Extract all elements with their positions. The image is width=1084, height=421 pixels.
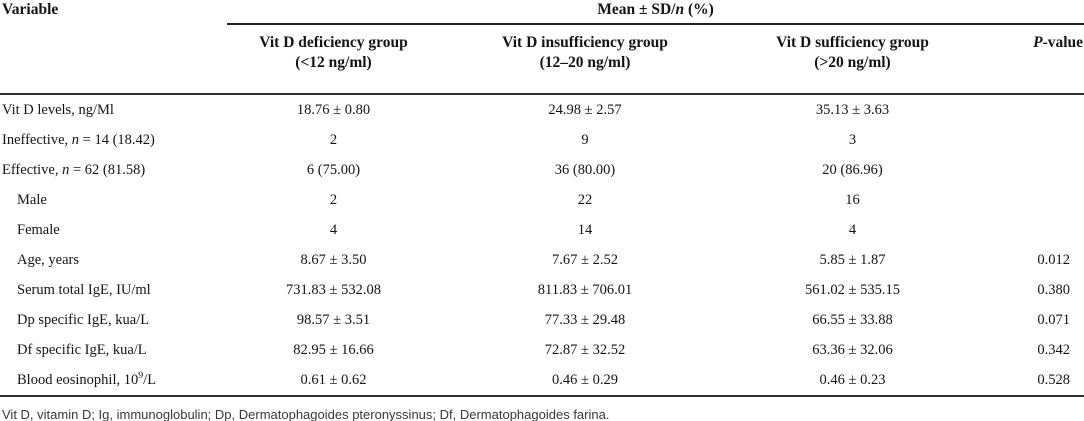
row-label: Blood eosinophil, 109/L <box>0 365 227 397</box>
results-table: Variable Mean ± SD/n (%) Vit D deficienc… <box>0 0 1084 397</box>
row-label: Ineffective, n = 14 (18.42) <box>2 131 155 148</box>
row-label: Effective, n = 62 (81.58) <box>2 161 146 178</box>
p-value-cell <box>975 185 1084 215</box>
cell-value: 6 (75.00) <box>306 161 361 178</box>
cell-value: 731.83 ± 532.08 <box>286 281 381 298</box>
cell-value: 63.36 ± 32.06 <box>812 341 893 358</box>
p-value-column-header: P-value <box>975 24 1084 95</box>
table-row: Blood eosinophil, 109/L 0.61 ± 0.62 0.46 ±… <box>0 365 1084 397</box>
row-label: Female <box>17 221 60 238</box>
cell-value: 18.76 ± 0.80 <box>296 101 371 118</box>
cell-value: 16 <box>845 191 860 208</box>
cell-value: 24.98 ± 2.57 <box>548 101 622 118</box>
cell-value: 811.83 ± 706.01 <box>537 281 633 298</box>
cell-value: 72.87 ± 32.52 <box>544 341 626 358</box>
row-label: Vit D levels, ng/Ml <box>2 101 114 118</box>
table-row: Age, years 8.67 ± 3.50 7.67 ± 2.52 5.85 ± 1… <box>0 245 1084 275</box>
cell-value: 20 (86.96) <box>822 161 883 178</box>
variable-column-header: Variable <box>0 0 227 95</box>
p-value-cell <box>975 125 1084 155</box>
cell-value: 0.61 ± 0.62 <box>227 365 440 397</box>
cell-value: 77.33 ± 29.48 <box>544 311 626 328</box>
cell-value: 0.46 ± 0.29 <box>440 365 730 397</box>
row-label: Df specific IgE, kua/L <box>17 341 147 358</box>
group-header-deficiency: Vit D deficiency group (<12 ng/ml) <box>227 24 440 95</box>
p-value-cell <box>975 94 1084 125</box>
table-row: Female 4 14 4 <box>0 215 1084 245</box>
row-label: Male <box>17 191 47 208</box>
cell-value: 66.55 ± 33.88 <box>812 311 893 328</box>
cell-value: 22 <box>577 191 593 208</box>
row-label: Serum total IgE, IU/ml <box>17 281 151 298</box>
cell-value: 2 <box>329 131 338 148</box>
table-row: Male 2 22 16 <box>0 185 1084 215</box>
cell-value: 5.85 ± 1.87 <box>819 251 886 268</box>
group-header-sufficiency-line1: Vit D sufficiency group <box>776 34 929 51</box>
header-row-span: Variable Mean ± SD/n (%) <box>0 0 1084 95</box>
group-header-insufficiency: Vit D insufficiency group (12–20 ng/ml) <box>440 24 730 95</box>
group-header-deficiency-line2: (<12 ng/ml) <box>295 54 372 72</box>
cell-value: 4 <box>848 221 857 238</box>
cell-value: 9 <box>581 131 589 148</box>
table-row: Serum total IgE, IU/ml 731.83 ± 532.08 811… <box>0 275 1084 305</box>
cell-value: 2 <box>329 191 338 208</box>
cell-value: 36 (80.00) <box>554 161 616 178</box>
cell-value: 8.67 ± 3.50 <box>300 251 367 268</box>
table-row: Ineffective, n = 14 (18.42) 2 9 3 <box>0 125 1084 155</box>
row-label: Age, years <box>17 251 80 268</box>
cell-value: 3 <box>848 131 857 148</box>
table-row: Vit D levels, ng/Ml 18.76 ± 0.80 24.98 ± 2… <box>0 94 1084 125</box>
group-header-sufficiency: Vit D sufficiency group (>20 ng/ml) <box>730 24 975 95</box>
group-header-deficiency-line1: Vit D deficiency group <box>259 34 408 51</box>
row-label: Dp specific IgE, kua/L <box>17 311 150 328</box>
cell-value: 82.95 ± 16.66 <box>293 341 374 358</box>
p-value-cell: 0.071 <box>1037 311 1071 328</box>
table-footnote: Vit D, vitamin D; Ig, immunoglobulin; Dp… <box>2 407 610 421</box>
p-value-cell: 0.380 <box>1037 281 1071 298</box>
group-header-insufficiency-line1: Vit D insufficiency group <box>502 34 668 51</box>
cell-value: 35.13 ± 3.63 <box>815 101 890 118</box>
p-value-cell <box>975 155 1084 185</box>
cell-value: 561.02 ± 535.15 <box>805 281 900 298</box>
cell-value: 4 <box>329 221 338 238</box>
cell-value: 98.57 ± 3.51 <box>296 311 371 328</box>
p-value-cell <box>975 215 1084 245</box>
p-value-cell: 0.342 <box>1037 341 1071 358</box>
p-value-cell: 0.012 <box>1037 251 1071 268</box>
table-body: Vit D levels, ng/Ml 18.76 ± 0.80 24.98 ± 2… <box>0 94 1084 397</box>
group-header-sufficiency-line2: (>20 ng/ml) <box>814 54 891 72</box>
group-header-insufficiency-line2: (12–20 ng/ml) <box>539 54 631 72</box>
table-row: Effective, n = 62 (81.58) 6 (75.00) 36 (80… <box>0 155 1084 185</box>
cell-value: 0.46 ± 0.23 <box>730 365 975 397</box>
header-row-groups: Vit D deficiency group (<12 ng/ml) Vit D… <box>0 24 1084 95</box>
cell-value: 7.67 ± 2.52 <box>552 251 618 268</box>
table-row: Dp specific IgE, kua/L 98.57 ± 3.51 77.33 … <box>0 305 1084 335</box>
table-row: Df specific IgE, kua/L 82.95 ± 16.66 72.87… <box>0 335 1084 365</box>
p-value-cell: 0.528 <box>975 365 1084 397</box>
mean-sd-span-header: Mean ± SD/n (%) <box>227 0 1084 25</box>
cell-value: 14 <box>577 221 593 238</box>
